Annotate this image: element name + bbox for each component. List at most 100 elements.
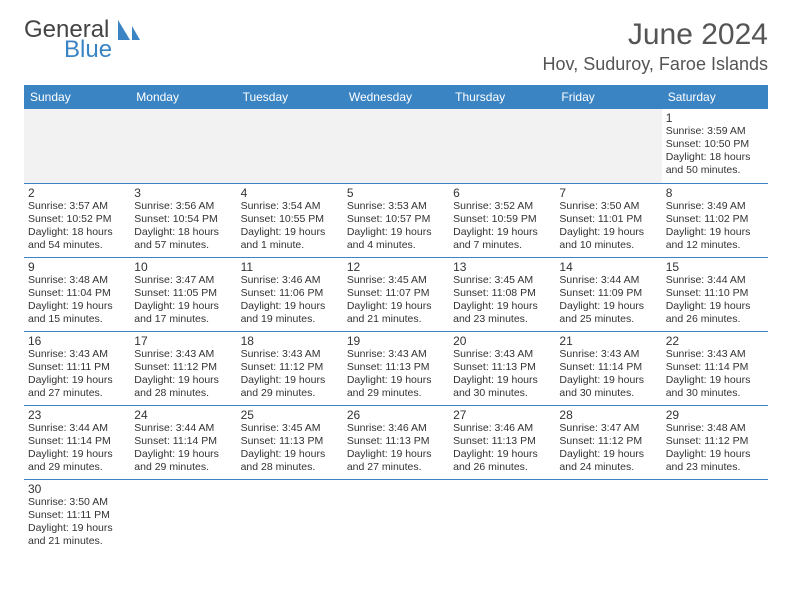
- day-number: 23: [28, 408, 126, 422]
- day-info: Sunrise: 3:49 AMSunset: 11:02 PMDaylight…: [666, 200, 764, 253]
- day-number: 29: [666, 408, 764, 422]
- day-number: 18: [241, 334, 339, 348]
- col-header: Sunday: [24, 85, 130, 109]
- day-info: Sunrise: 3:43 AMSunset: 11:14 PMDaylight…: [666, 348, 764, 401]
- calendar-cell: 15Sunrise: 3:44 AMSunset: 11:10 PMDaylig…: [662, 257, 768, 331]
- calendar-cell: 7Sunrise: 3:50 AMSunset: 11:01 PMDayligh…: [555, 183, 661, 257]
- col-header: Saturday: [662, 85, 768, 109]
- day-info: Sunrise: 3:43 AMSunset: 11:13 PMDaylight…: [453, 348, 551, 401]
- day-number: 1: [666, 111, 764, 125]
- day-number: 13: [453, 260, 551, 274]
- calendar-cell: [449, 109, 555, 183]
- calendar-cell: 4Sunrise: 3:54 AMSunset: 10:55 PMDayligh…: [237, 183, 343, 257]
- day-number: 27: [453, 408, 551, 422]
- day-number: 15: [666, 260, 764, 274]
- calendar-cell: [555, 109, 661, 183]
- month-title: June 2024: [543, 18, 768, 52]
- calendar-cell: [130, 109, 236, 183]
- calendar-cell: 11Sunrise: 3:46 AMSunset: 11:06 PMDaylig…: [237, 257, 343, 331]
- col-header: Wednesday: [343, 85, 449, 109]
- calendar-cell: 18Sunrise: 3:43 AMSunset: 11:12 PMDaylig…: [237, 331, 343, 405]
- calendar-cell: 14Sunrise: 3:44 AMSunset: 11:09 PMDaylig…: [555, 257, 661, 331]
- day-number: 2: [28, 186, 126, 200]
- day-info: Sunrise: 3:50 AMSunset: 11:01 PMDaylight…: [559, 200, 657, 253]
- calendar-cell: 8Sunrise: 3:49 AMSunset: 11:02 PMDayligh…: [662, 183, 768, 257]
- day-number: 25: [241, 408, 339, 422]
- col-header: Friday: [555, 85, 661, 109]
- calendar-cell: 13Sunrise: 3:45 AMSunset: 11:08 PMDaylig…: [449, 257, 555, 331]
- calendar-cell: [662, 479, 768, 553]
- calendar-cell: [237, 479, 343, 553]
- day-number: 14: [559, 260, 657, 274]
- day-number: 10: [134, 260, 232, 274]
- calendar-cell: 10Sunrise: 3:47 AMSunset: 11:05 PMDaylig…: [130, 257, 236, 331]
- calendar-cell: [237, 109, 343, 183]
- day-info: Sunrise: 3:53 AMSunset: 10:57 PMDaylight…: [347, 200, 445, 253]
- calendar-cell: 21Sunrise: 3:43 AMSunset: 11:14 PMDaylig…: [555, 331, 661, 405]
- title-block: June 2024 Hov, Suduroy, Faroe Islands: [543, 18, 768, 75]
- day-info: Sunrise: 3:46 AMSunset: 11:06 PMDaylight…: [241, 274, 339, 327]
- day-number: 24: [134, 408, 232, 422]
- day-info: Sunrise: 3:45 AMSunset: 11:08 PMDaylight…: [453, 274, 551, 327]
- day-info: Sunrise: 3:44 AMSunset: 11:10 PMDaylight…: [666, 274, 764, 327]
- calendar-cell: 24Sunrise: 3:44 AMSunset: 11:14 PMDaylig…: [130, 405, 236, 479]
- day-info: Sunrise: 3:52 AMSunset: 10:59 PMDaylight…: [453, 200, 551, 253]
- calendar-table: SundayMondayTuesdayWednesdayThursdayFrid…: [24, 85, 768, 553]
- day-info: Sunrise: 3:43 AMSunset: 11:13 PMDaylight…: [347, 348, 445, 401]
- calendar-cell: 1Sunrise: 3:59 AMSunset: 10:50 PMDayligh…: [662, 109, 768, 183]
- calendar-cell: 19Sunrise: 3:43 AMSunset: 11:13 PMDaylig…: [343, 331, 449, 405]
- day-info: Sunrise: 3:43 AMSunset: 11:11 PMDaylight…: [28, 348, 126, 401]
- calendar-cell: 23Sunrise: 3:44 AMSunset: 11:14 PMDaylig…: [24, 405, 130, 479]
- day-info: Sunrise: 3:45 AMSunset: 11:13 PMDaylight…: [241, 422, 339, 475]
- calendar-cell: 16Sunrise: 3:43 AMSunset: 11:11 PMDaylig…: [24, 331, 130, 405]
- calendar-cell: 22Sunrise: 3:43 AMSunset: 11:14 PMDaylig…: [662, 331, 768, 405]
- day-number: 9: [28, 260, 126, 274]
- day-info: Sunrise: 3:54 AMSunset: 10:55 PMDaylight…: [241, 200, 339, 253]
- day-number: 21: [559, 334, 657, 348]
- day-info: Sunrise: 3:43 AMSunset: 11:12 PMDaylight…: [241, 348, 339, 401]
- day-number: 5: [347, 186, 445, 200]
- day-info: Sunrise: 3:43 AMSunset: 11:14 PMDaylight…: [559, 348, 657, 401]
- day-number: 20: [453, 334, 551, 348]
- day-number: 11: [241, 260, 339, 274]
- calendar-cell: 5Sunrise: 3:53 AMSunset: 10:57 PMDayligh…: [343, 183, 449, 257]
- day-info: Sunrise: 3:47 AMSunset: 11:12 PMDaylight…: [559, 422, 657, 475]
- day-info: Sunrise: 3:57 AMSunset: 10:52 PMDaylight…: [28, 200, 126, 253]
- calendar-cell: [343, 479, 449, 553]
- calendar-cell: [130, 479, 236, 553]
- brand-logo: General Blue: [24, 18, 142, 62]
- calendar-cell: [449, 479, 555, 553]
- calendar-cell: 26Sunrise: 3:46 AMSunset: 11:13 PMDaylig…: [343, 405, 449, 479]
- day-number: 19: [347, 334, 445, 348]
- calendar-cell: [24, 109, 130, 183]
- day-number: 4: [241, 186, 339, 200]
- col-header: Tuesday: [237, 85, 343, 109]
- location: Hov, Suduroy, Faroe Islands: [543, 54, 768, 75]
- day-number: 16: [28, 334, 126, 348]
- day-number: 22: [666, 334, 764, 348]
- day-number: 8: [666, 186, 764, 200]
- day-info: Sunrise: 3:47 AMSunset: 11:05 PMDaylight…: [134, 274, 232, 327]
- day-number: 17: [134, 334, 232, 348]
- day-info: Sunrise: 3:59 AMSunset: 10:50 PMDaylight…: [666, 125, 764, 178]
- day-info: Sunrise: 3:44 AMSunset: 11:14 PMDaylight…: [134, 422, 232, 475]
- day-info: Sunrise: 3:44 AMSunset: 11:09 PMDaylight…: [559, 274, 657, 327]
- calendar-cell: 27Sunrise: 3:46 AMSunset: 11:13 PMDaylig…: [449, 405, 555, 479]
- day-info: Sunrise: 3:56 AMSunset: 10:54 PMDaylight…: [134, 200, 232, 253]
- col-header: Monday: [130, 85, 236, 109]
- day-info: Sunrise: 3:48 AMSunset: 11:04 PMDaylight…: [28, 274, 126, 327]
- calendar-cell: 28Sunrise: 3:47 AMSunset: 11:12 PMDaylig…: [555, 405, 661, 479]
- calendar-cell: 6Sunrise: 3:52 AMSunset: 10:59 PMDayligh…: [449, 183, 555, 257]
- day-number: 30: [28, 482, 126, 496]
- calendar-cell: 20Sunrise: 3:43 AMSunset: 11:13 PMDaylig…: [449, 331, 555, 405]
- calendar-cell: 9Sunrise: 3:48 AMSunset: 11:04 PMDayligh…: [24, 257, 130, 331]
- calendar-cell: 29Sunrise: 3:48 AMSunset: 11:12 PMDaylig…: [662, 405, 768, 479]
- calendar-cell: 12Sunrise: 3:45 AMSunset: 11:07 PMDaylig…: [343, 257, 449, 331]
- brand-line2: Blue: [64, 38, 112, 62]
- day-number: 7: [559, 186, 657, 200]
- calendar-cell: 17Sunrise: 3:43 AMSunset: 11:12 PMDaylig…: [130, 331, 236, 405]
- day-number: 12: [347, 260, 445, 274]
- calendar-cell: 30Sunrise: 3:50 AMSunset: 11:11 PMDaylig…: [24, 479, 130, 553]
- col-header: Thursday: [449, 85, 555, 109]
- header: General Blue June 2024 Hov, Suduroy, Far…: [24, 18, 768, 75]
